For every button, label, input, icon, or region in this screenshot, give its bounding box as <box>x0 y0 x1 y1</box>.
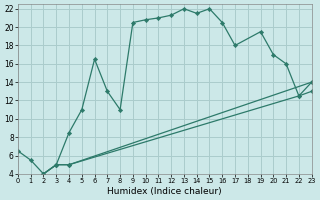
X-axis label: Humidex (Indice chaleur): Humidex (Indice chaleur) <box>108 187 222 196</box>
